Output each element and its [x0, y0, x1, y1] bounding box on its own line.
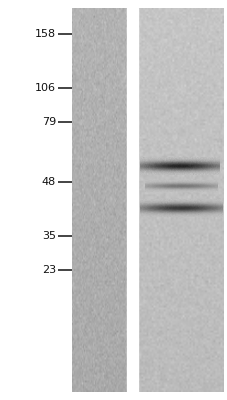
- Text: 35: 35: [42, 231, 56, 241]
- Bar: [126, 8, 137, 392]
- Text: 23: 23: [42, 265, 56, 275]
- Text: 48: 48: [41, 177, 56, 187]
- Text: 79: 79: [41, 117, 56, 127]
- Text: 106: 106: [35, 83, 56, 93]
- Text: 158: 158: [35, 29, 56, 39]
